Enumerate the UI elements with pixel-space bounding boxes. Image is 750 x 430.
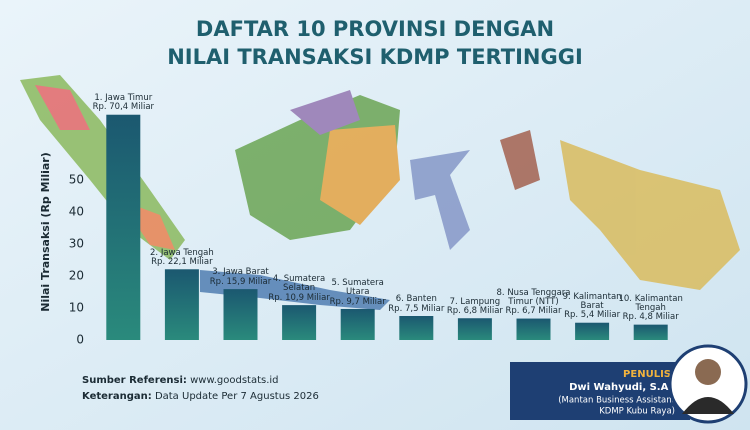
value-label: Rp. 70,4 Miliar bbox=[92, 102, 155, 113]
value-label: Rp. 4,8 Miliar bbox=[622, 312, 679, 323]
author-name: Dwi Wahyudi, S.Ak bbox=[569, 382, 675, 393]
y-tick-label: 50 bbox=[69, 173, 84, 187]
source: Sumber Referensi: www.goodstats.id bbox=[82, 375, 279, 386]
title-line: DAFTAR 10 PROVINSI DENGAN bbox=[196, 17, 554, 41]
category-label: 6. Banten bbox=[395, 294, 437, 305]
author-role: (Mantan Business Assistant bbox=[558, 396, 675, 406]
bar-label-box: 6. Banten Rp. 7,5 Miliar bbox=[378, 254, 454, 314]
bar bbox=[633, 324, 668, 340]
author-photo-head bbox=[695, 359, 721, 385]
value-label: Rp. 6,7 Miliar bbox=[505, 306, 562, 317]
author-heading: PENULIS: bbox=[623, 369, 675, 380]
category-label: 10. Kalimantan Tengah bbox=[618, 293, 683, 313]
author-box bbox=[510, 362, 690, 420]
author-photo-body bbox=[682, 397, 734, 414]
bar bbox=[399, 316, 434, 340]
author-role: KDMP Kubu Raya) bbox=[599, 407, 675, 417]
y-tick-label: 20 bbox=[69, 269, 84, 283]
bar bbox=[282, 305, 317, 340]
map bbox=[20, 75, 740, 310]
bar bbox=[340, 308, 375, 340]
note-label: Keterangan: bbox=[82, 391, 152, 402]
bar bbox=[575, 322, 610, 340]
bar-label-box: 8. Nusa Tenggara Timur (NTT) Rp. 6,7 Mili… bbox=[496, 257, 572, 317]
value-label: Rp. 6,8 Miliar bbox=[446, 305, 503, 316]
category-label: 4. Sumatera Selatan bbox=[272, 274, 326, 294]
y-axis-title: Nilai Transaksi (Rp Miliar) bbox=[39, 152, 52, 312]
y-tick-label: 30 bbox=[69, 237, 84, 251]
bar-label-box: 3. Jawa Barat Rp. 15,9 Miliar bbox=[203, 227, 279, 287]
bar bbox=[457, 318, 492, 340]
bar-label-box: 9. Kalimantan Barat Rp. 5,4 Miliar bbox=[554, 261, 630, 321]
bar-label-box: 4. Sumatera Selatan Rp. 10,9 Miliar bbox=[261, 243, 337, 303]
bar-label-box: 5. Sumatera Utara Rp. 9,7 Miliar bbox=[320, 247, 396, 307]
category-label: 3. Jawa Barat bbox=[212, 267, 269, 278]
value-label: Rp. 22,1 Miliar bbox=[151, 256, 213, 267]
source-value: www.goodstats.id bbox=[190, 375, 278, 386]
category-label: 5. Sumatera Utara bbox=[331, 277, 384, 298]
category-label: 1. Jawa Timur bbox=[94, 93, 153, 104]
bar-label-box: 10. Kalimantan Tengah Rp. 4,8 Miliar bbox=[613, 263, 689, 323]
bar bbox=[164, 269, 199, 340]
y-tick-label: 0 bbox=[76, 333, 84, 347]
category-label: 7. Lampung bbox=[449, 296, 501, 307]
bar bbox=[516, 318, 551, 340]
category-label: 9. Kalimantan Barat bbox=[562, 291, 622, 312]
category-label: 8. Nusa Tenggara Timur (NTT) bbox=[496, 287, 571, 307]
note-value: Data Update Per 7 Agustus 2026 bbox=[155, 391, 319, 402]
value-label: Rp. 7,5 Miliar bbox=[388, 303, 445, 314]
bar bbox=[106, 114, 141, 340]
bar-label: 8. Nusa Tenggara Timur (NTT)Rp. 6,7 Mili… bbox=[496, 257, 572, 317]
value-label: Rp. 15,9 Miliar bbox=[209, 276, 272, 287]
bar-label-box: 2. Jawa Tengah Rp. 22,1 Miliar bbox=[144, 207, 220, 267]
y-tick-label: 10 bbox=[69, 301, 84, 315]
source-label: Sumber Referensi: bbox=[82, 375, 187, 386]
title-line: NILAI TRANSAKSI KDMP TERTINGGI bbox=[167, 45, 583, 69]
bar bbox=[223, 289, 258, 340]
note: Keterangan: Data Update Per 7 Agustus 20… bbox=[82, 391, 319, 402]
bar-label-box: 1. Jawa Timur Rp. 70,4 Miliar bbox=[85, 53, 161, 113]
value-label: Rp. 10,9 Miliar bbox=[268, 292, 330, 303]
value-label: Rp. 5,4 Miliar bbox=[564, 310, 621, 321]
y-tick-label: 40 bbox=[69, 205, 84, 219]
value-label: Rp. 9,7 Miliar bbox=[329, 296, 386, 307]
bar-label-box: 7. Lampung Rp. 6,8 Miliar bbox=[437, 256, 513, 316]
category-label: 2. Jawa Tengah bbox=[150, 247, 214, 258]
